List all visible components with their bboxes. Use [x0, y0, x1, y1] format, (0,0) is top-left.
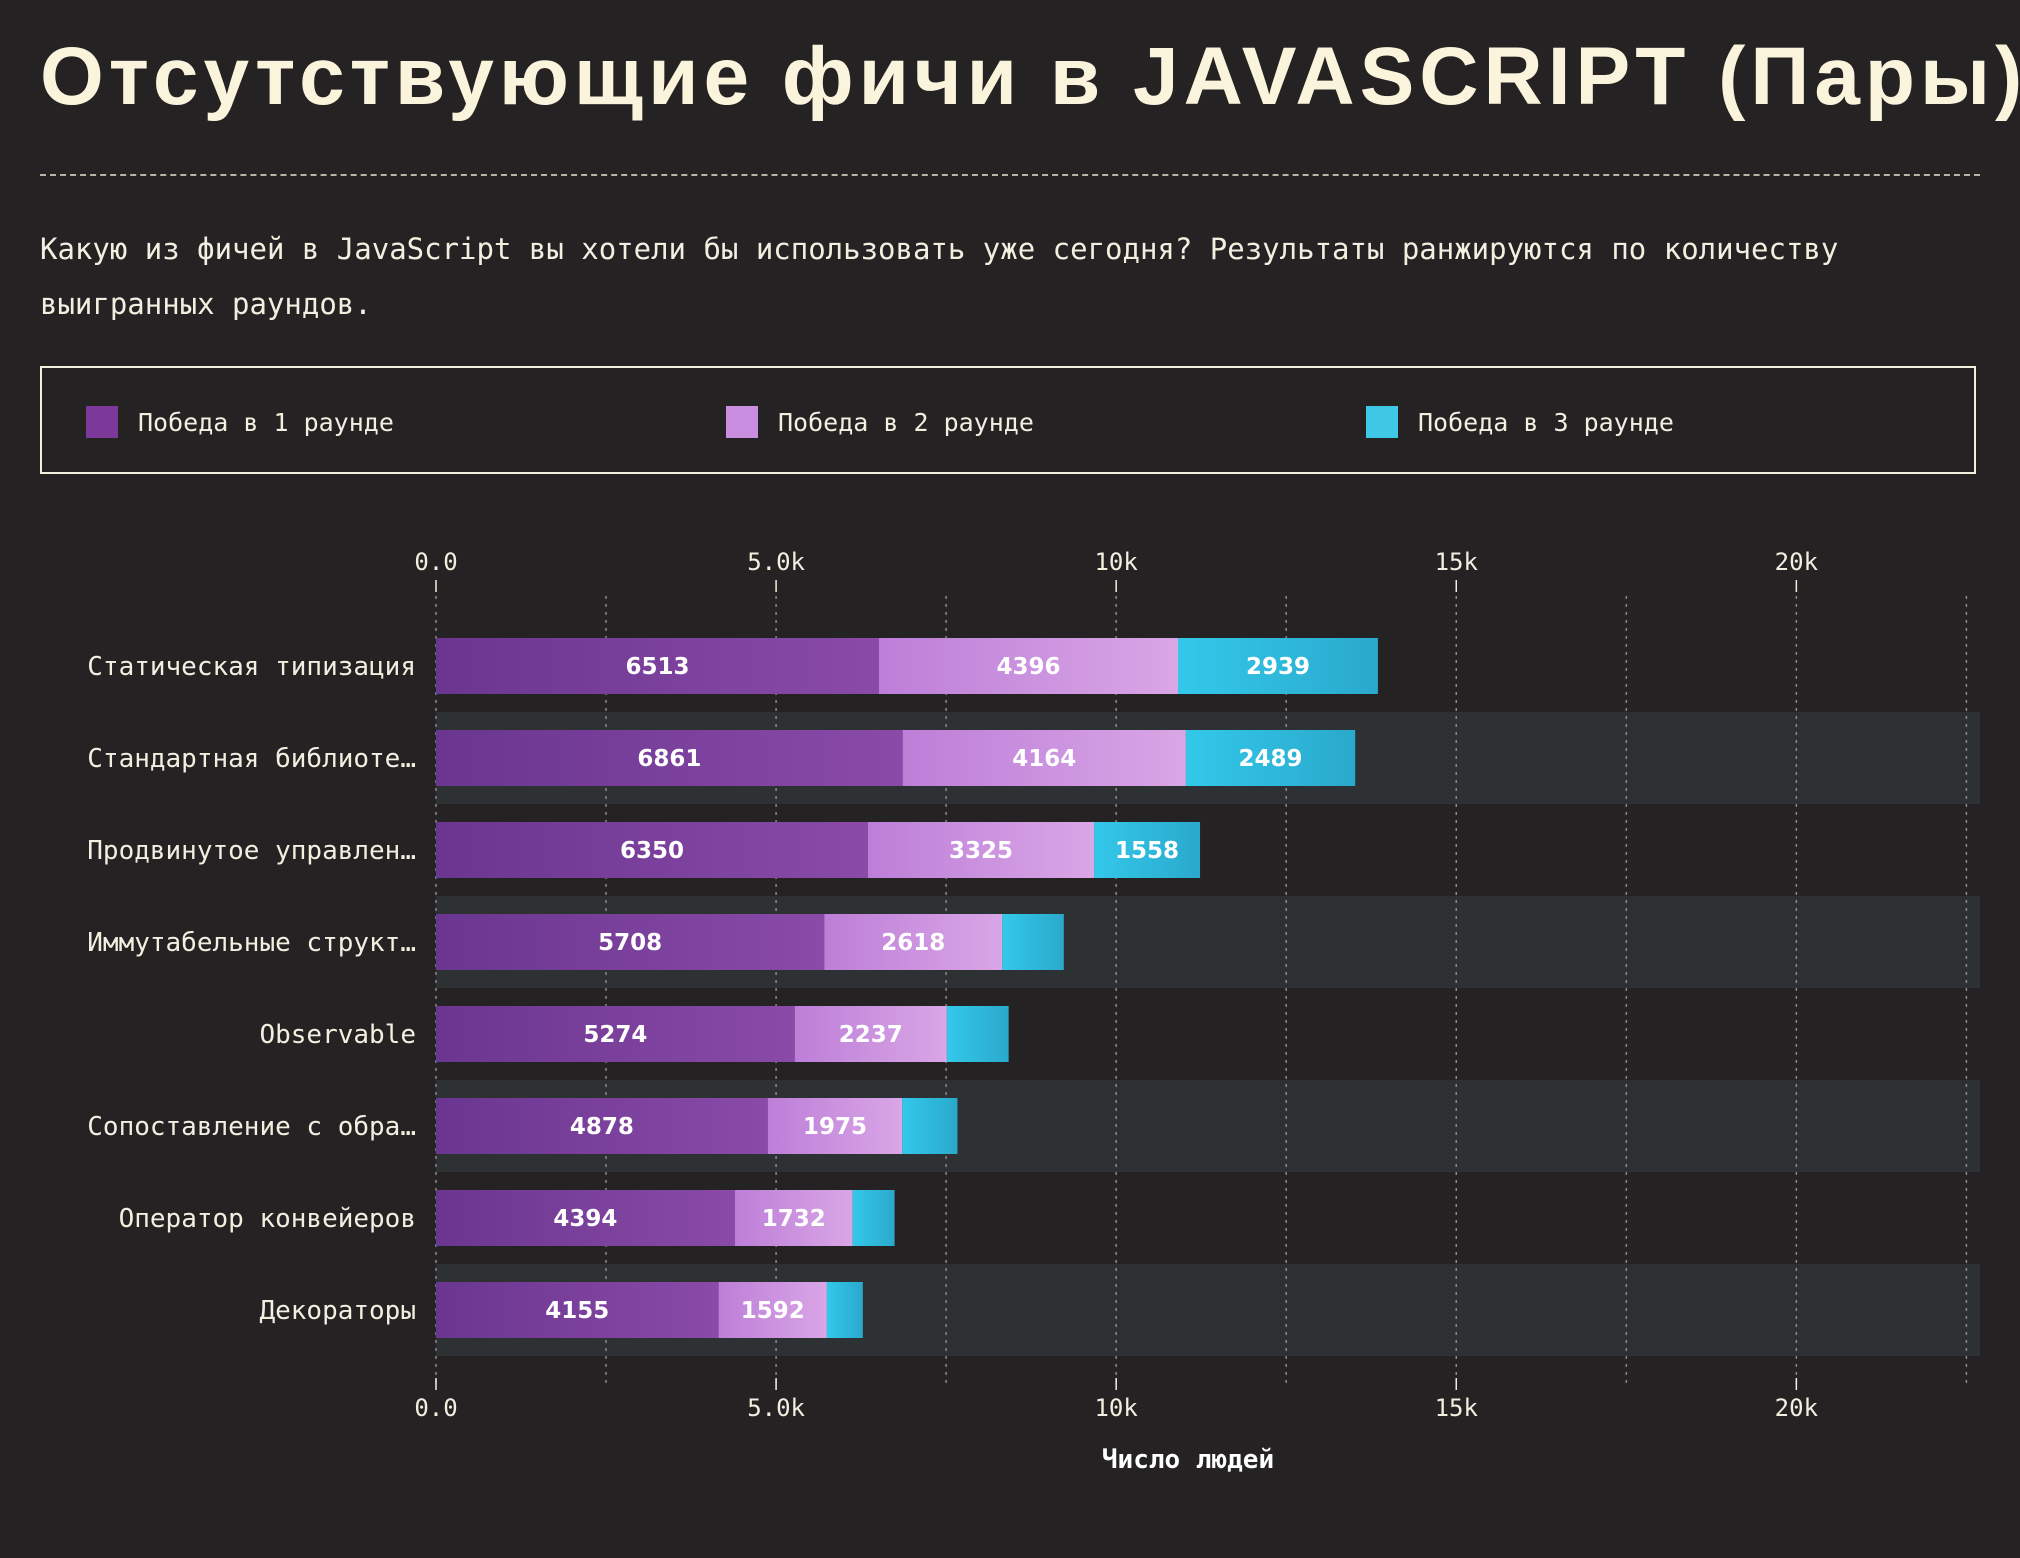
x-tick-label-top: 10k	[1094, 548, 1138, 576]
legend: Победа в 1 раунде Победа в 2 раунде Побе…	[40, 366, 1976, 474]
data-label: 5274	[583, 1022, 647, 1048]
bar-segment	[436, 822, 868, 878]
bar-segment	[1002, 914, 1064, 970]
bar-segment	[794, 1006, 947, 1062]
category-label: Оператор конвейеров	[119, 1204, 416, 1234]
bar-segment	[867, 822, 1095, 878]
bar-segment	[436, 1006, 795, 1062]
data-label: 2618	[881, 930, 945, 956]
legend-label-round-1: Победа в 1 раунде	[138, 407, 394, 437]
category-label: Сопоставление с обра…	[87, 1112, 416, 1142]
category-label: Декораторы	[259, 1296, 416, 1326]
bar-segment	[436, 1190, 735, 1246]
bar-segment	[852, 1190, 895, 1246]
bar-segment	[767, 1098, 903, 1154]
bar-segment	[946, 1006, 1009, 1062]
bar-segment	[718, 1282, 827, 1338]
bar-segment	[1185, 730, 1356, 786]
legend-item-round-3[interactable]: Победа в 3 раунде	[1366, 406, 1674, 438]
x-tick-label-bottom: 0.0	[414, 1394, 457, 1422]
data-label: 4878	[570, 1114, 634, 1140]
bar-segment	[436, 638, 879, 694]
data-label: 4164	[1012, 746, 1076, 772]
bar-segment	[436, 914, 825, 970]
legend-label-round-2: Победа в 2 раунде	[778, 407, 1034, 437]
legend-swatch-round-1	[86, 406, 118, 438]
data-label: 2489	[1239, 746, 1303, 772]
bar-segment	[878, 638, 1179, 694]
legend-label-round-3: Победа в 3 раунде	[1418, 407, 1674, 437]
x-tick-label-top: 20k	[1775, 548, 1819, 576]
bar-segment	[734, 1190, 853, 1246]
data-label: 1732	[762, 1206, 826, 1232]
data-label: 6350	[620, 838, 684, 864]
category-label: Observable	[259, 1020, 416, 1050]
bar-segment	[436, 1098, 768, 1154]
data-label: 4394	[553, 1206, 617, 1232]
data-label: 1592	[741, 1298, 805, 1324]
title-divider	[40, 174, 1980, 176]
x-tick-label-bottom: 20k	[1775, 1394, 1819, 1422]
category-label: Иммутабельные структ…	[87, 928, 416, 958]
bar-segment	[824, 914, 1003, 970]
x-tick-label-top: 15k	[1435, 548, 1479, 576]
x-axis-title: Число людей	[1102, 1445, 1274, 1475]
chart-subtitle: Какую из фичей в JavaScript вы хотели бы…	[40, 232, 1839, 321]
bar-segment	[1094, 822, 1201, 878]
bar-segment	[436, 730, 903, 786]
x-tick-label-bottom: 10k	[1094, 1394, 1138, 1422]
x-tick-label-bottom: 5.0k	[747, 1394, 805, 1422]
legend-swatch-round-2	[726, 406, 758, 438]
x-tick-label-top: 0.0	[414, 548, 457, 576]
data-label: 4396	[996, 654, 1060, 680]
category-label: Статическая типизация	[87, 652, 416, 682]
data-label: 6513	[625, 654, 689, 680]
data-label: 4155	[545, 1298, 609, 1324]
bar-segment	[1178, 638, 1378, 694]
data-label: 2237	[839, 1022, 903, 1048]
legend-swatch-round-3	[1366, 406, 1398, 438]
stacked-bar-chart: 0.0 0.0 5.0k 5.0k 10k 10k 15k 15k 20k 20k Статичес…	[87, 548, 1980, 1475]
data-label: 6861	[637, 746, 701, 772]
bar-segment	[436, 1282, 719, 1338]
legend-item-round-1[interactable]: Победа в 1 раунде	[86, 406, 394, 438]
data-label: 2939	[1246, 654, 1310, 680]
x-tick-label-bottom: 15k	[1435, 1394, 1479, 1422]
x-tick-label-top: 5.0k	[747, 548, 805, 576]
category-label: Продвинутое управлен…	[87, 836, 416, 866]
data-label: 1975	[803, 1114, 867, 1140]
data-label: 3325	[949, 838, 1013, 864]
data-label: 1558	[1115, 838, 1179, 864]
bar-segment	[902, 1098, 958, 1154]
data-label: 5708	[598, 930, 662, 956]
bar-segment	[826, 1282, 863, 1338]
legend-item-round-2[interactable]: Победа в 2 раунде	[726, 406, 1034, 438]
bar-segment	[902, 730, 1186, 786]
chart-title: Отсутствующие фичи в JAVASCRIPT (Пары)	[40, 31, 2020, 122]
category-label: Стандартная библиоте…	[87, 744, 416, 774]
